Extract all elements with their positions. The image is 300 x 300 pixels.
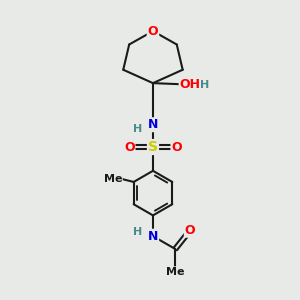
- Text: O: O: [185, 224, 195, 237]
- Text: Me: Me: [166, 267, 184, 277]
- Text: H: H: [133, 227, 142, 237]
- Text: O: O: [124, 140, 134, 154]
- Text: H: H: [134, 124, 143, 134]
- Text: O: O: [148, 25, 158, 38]
- Text: N: N: [148, 118, 158, 131]
- Text: Me: Me: [103, 174, 122, 184]
- Text: O: O: [171, 140, 182, 154]
- Text: N: N: [148, 230, 158, 243]
- Text: OH: OH: [180, 78, 201, 91]
- Text: H: H: [200, 80, 210, 90]
- Text: S: S: [148, 140, 158, 154]
